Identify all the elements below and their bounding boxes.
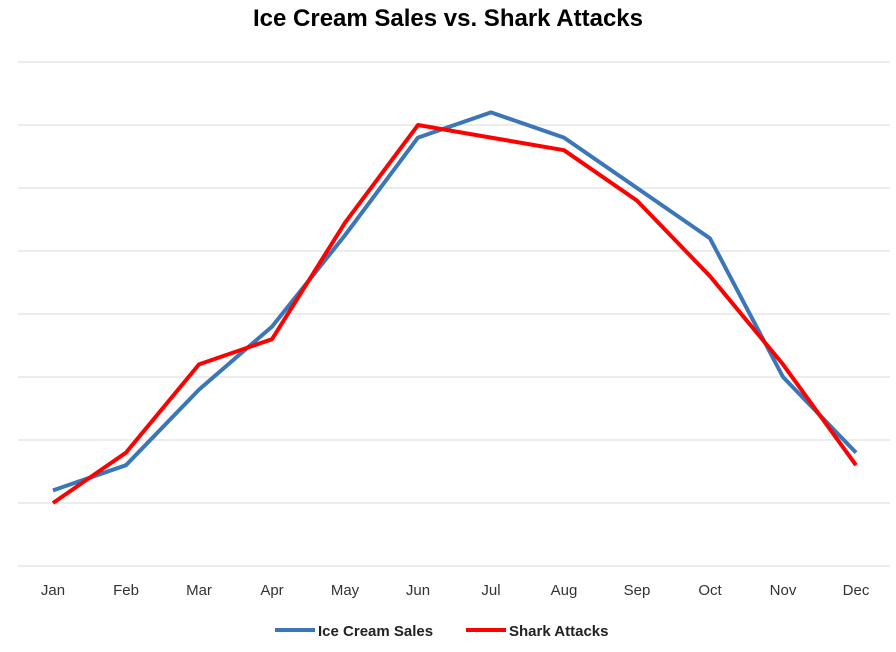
x-tick-label: Jan [41,582,65,599]
x-tick-label: Feb [113,582,139,599]
series-line-ice-cream-sales [52,110,858,493]
x-tick-label: Jul [481,582,500,599]
chart-title: Ice Cream Sales vs. Shark Attacks [252,5,643,32]
x-tick-label: Aug [551,582,578,599]
x-tick-label: Dec [843,582,870,599]
x-tick-label: Mar [186,582,212,599]
x-tick-label: Nov [770,582,797,599]
x-tick-label: May [331,582,360,599]
legend-label: Shark Attacks [509,623,609,640]
series-line-shark-attacks [51,123,858,505]
legend-label: Ice Cream Sales [318,623,433,640]
x-tick-label: Apr [260,582,283,599]
x-tick-label: Oct [698,582,722,599]
x-tick-label: Sep [624,582,651,599]
x-tick-label: Jun [406,582,430,599]
